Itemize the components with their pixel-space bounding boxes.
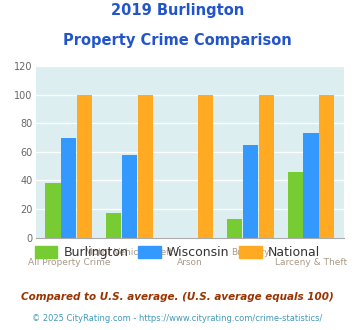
Bar <box>137 95 153 238</box>
Bar <box>243 145 258 238</box>
Text: Compared to U.S. average. (U.S. average equals 100): Compared to U.S. average. (U.S. average … <box>21 292 334 302</box>
Text: Motor Vehicle Theft: Motor Vehicle Theft <box>85 248 173 257</box>
Bar <box>319 95 334 238</box>
Bar <box>227 219 242 238</box>
Text: Larceny & Theft: Larceny & Theft <box>275 258 347 267</box>
Bar <box>106 213 121 238</box>
Bar <box>304 133 319 238</box>
Text: 2019 Burlington: 2019 Burlington <box>111 3 244 18</box>
Bar <box>288 172 303 238</box>
Bar <box>198 95 213 238</box>
Text: Burglary: Burglary <box>231 248 270 257</box>
Bar <box>122 155 137 238</box>
Bar <box>77 95 92 238</box>
Bar <box>45 183 61 238</box>
Text: Arson: Arson <box>177 258 203 267</box>
Text: Property Crime Comparison: Property Crime Comparison <box>63 33 292 48</box>
Text: All Property Crime: All Property Crime <box>28 258 110 267</box>
Legend: Burlington, Wisconsin, National: Burlington, Wisconsin, National <box>29 241 326 264</box>
Text: © 2025 CityRating.com - https://www.cityrating.com/crime-statistics/: © 2025 CityRating.com - https://www.city… <box>32 314 323 323</box>
Bar <box>259 95 274 238</box>
Bar <box>61 138 76 238</box>
